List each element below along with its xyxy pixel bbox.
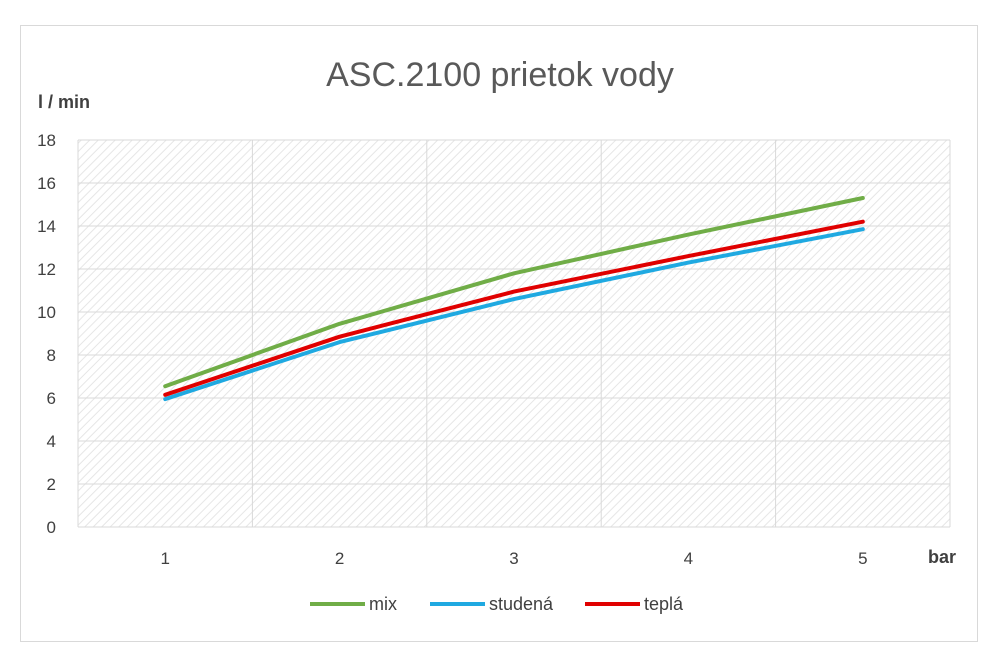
series-line-studená xyxy=(163,227,865,402)
y-tick-label: 14 xyxy=(37,217,56,236)
y-tick-label: 2 xyxy=(47,475,56,494)
legend-label-teplá: teplá xyxy=(644,594,684,614)
y-tick-label: 16 xyxy=(37,174,56,193)
y-tick-label: 0 xyxy=(47,518,56,537)
y-tick-label: 6 xyxy=(47,389,56,408)
legend-label-studená: studená xyxy=(489,594,554,614)
series-lines xyxy=(163,196,865,402)
y-tick-label: 12 xyxy=(37,260,56,279)
x-tick-label: 3 xyxy=(509,549,518,568)
y-tick-label: 10 xyxy=(37,303,56,322)
x-tick-label: 4 xyxy=(684,549,693,568)
y-axis-label: l / min xyxy=(38,92,90,112)
x-tick-label: 1 xyxy=(160,549,169,568)
series-line-mix xyxy=(163,196,865,389)
series-line-teplá xyxy=(163,219,865,397)
legend-label-mix: mix xyxy=(369,594,397,614)
grid xyxy=(77,139,951,528)
x-tick-label: 5 xyxy=(858,549,867,568)
x-tick-label: 2 xyxy=(335,549,344,568)
chart-title: ASC.2100 prietok vody xyxy=(326,56,674,94)
y-tick-label: 4 xyxy=(47,432,56,451)
y-tick-label: 18 xyxy=(37,131,56,150)
plot-area xyxy=(78,140,950,527)
legend: mix studená teplá xyxy=(310,594,684,614)
x-axis-label: bar xyxy=(928,547,956,567)
y-tick-label: 8 xyxy=(47,346,56,365)
y-axis-ticks: 0 2 4 6 8 10 12 14 16 18 xyxy=(37,131,56,537)
x-axis-ticks: 1 2 3 4 5 xyxy=(160,549,867,568)
